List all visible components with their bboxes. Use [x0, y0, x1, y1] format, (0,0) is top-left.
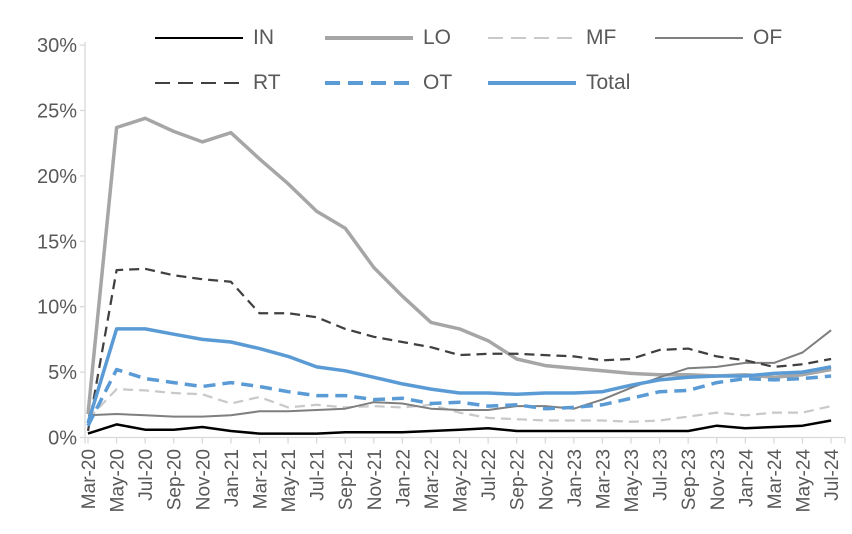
x-axis-label: Jul-24: [822, 449, 843, 501]
x-axis-label: Sep-22: [508, 449, 529, 510]
legend-item-of: OF: [655, 26, 782, 50]
x-axis-label: Jan-24: [736, 449, 757, 508]
x-axis-label: Jul-20: [136, 449, 157, 501]
total-line-sample-icon: [488, 81, 576, 85]
legend-label-mf: MF: [586, 26, 617, 49]
y-axis-label: 0%: [48, 428, 77, 450]
legend-item-lo: LO: [325, 26, 451, 50]
x-axis-label: Sep-21: [336, 449, 357, 510]
x-axis-label: Jul-23: [651, 449, 672, 501]
y-axis-label: 25%: [37, 101, 77, 123]
x-axis-label: May-21: [279, 449, 300, 512]
legend-row-1: IN LO MF OF: [0, 26, 852, 50]
legend-label-of: OF: [753, 26, 783, 49]
x-axis-label: Mar-24: [765, 449, 786, 510]
legend-row-2: RT OT Total: [0, 71, 852, 95]
legend-item-in: IN: [155, 26, 274, 50]
x-axis-label: Jan-23: [565, 449, 586, 507]
x-axis-label: Nov-23: [708, 449, 729, 510]
series-line-rt: [86, 267, 832, 432]
x-axis-label: Jan-22: [393, 449, 414, 507]
x-axis-label: Mar-20: [79, 449, 100, 509]
legend-label-lo: LO: [423, 26, 452, 49]
series-line-total: [86, 327, 832, 424]
x-axis-label: Nov-20: [193, 449, 214, 510]
x-axis-label: Nov-22: [536, 449, 557, 510]
x-axis-label: Sep-23: [679, 449, 700, 510]
x-axis-label: Jan-21: [222, 449, 243, 507]
series-line-mf: [87, 387, 832, 423]
series-line-ot: [86, 367, 832, 427]
x-axis-label: May-20: [108, 449, 129, 512]
x-axis-label: Nov-21: [365, 449, 386, 510]
legend-label-rt: RT: [253, 71, 281, 94]
y-axis-label: 30%: [37, 35, 77, 57]
x-axis-label: May-22: [451, 449, 472, 512]
legend-label-total: Total: [586, 71, 631, 94]
x-axis-label: Jul-22: [479, 449, 500, 501]
x-axis-label: Mar-22: [422, 449, 443, 509]
legend-item-ot: OT: [325, 71, 452, 95]
rt-line-sample-icon: [155, 81, 243, 85]
y-axis-label: 5%: [48, 362, 77, 384]
ot-line-sample-icon: [325, 81, 413, 85]
x-axis-label: Mar-23: [593, 449, 614, 509]
y-axis-label: 20%: [37, 166, 77, 188]
legend-label-ot: OT: [423, 71, 453, 94]
series-line-in: [87, 419, 832, 435]
y-axis-label: 15%: [37, 231, 77, 253]
lo-line-sample-icon: [325, 36, 413, 40]
series-line-of: [87, 329, 832, 418]
in-line-sample-icon: [155, 36, 243, 40]
series-line-lo: [86, 116, 832, 415]
legend-item-rt: RT: [155, 71, 281, 95]
x-axis-label: May-24: [794, 449, 815, 513]
x-axis-label: Sep-20: [165, 449, 186, 510]
legend-item-total: Total: [488, 71, 630, 95]
mf-line-sample-icon: [488, 36, 576, 40]
x-axis-label: Mar-21: [250, 449, 271, 509]
y-axis-label: 10%: [37, 297, 77, 319]
of-line-sample-icon: [655, 37, 743, 39]
legend-label-in: IN: [253, 26, 274, 49]
x-axis-label: May-23: [622, 449, 643, 512]
x-axis-label: Jul-21: [308, 449, 329, 501]
legend-item-mf: MF: [488, 26, 616, 50]
